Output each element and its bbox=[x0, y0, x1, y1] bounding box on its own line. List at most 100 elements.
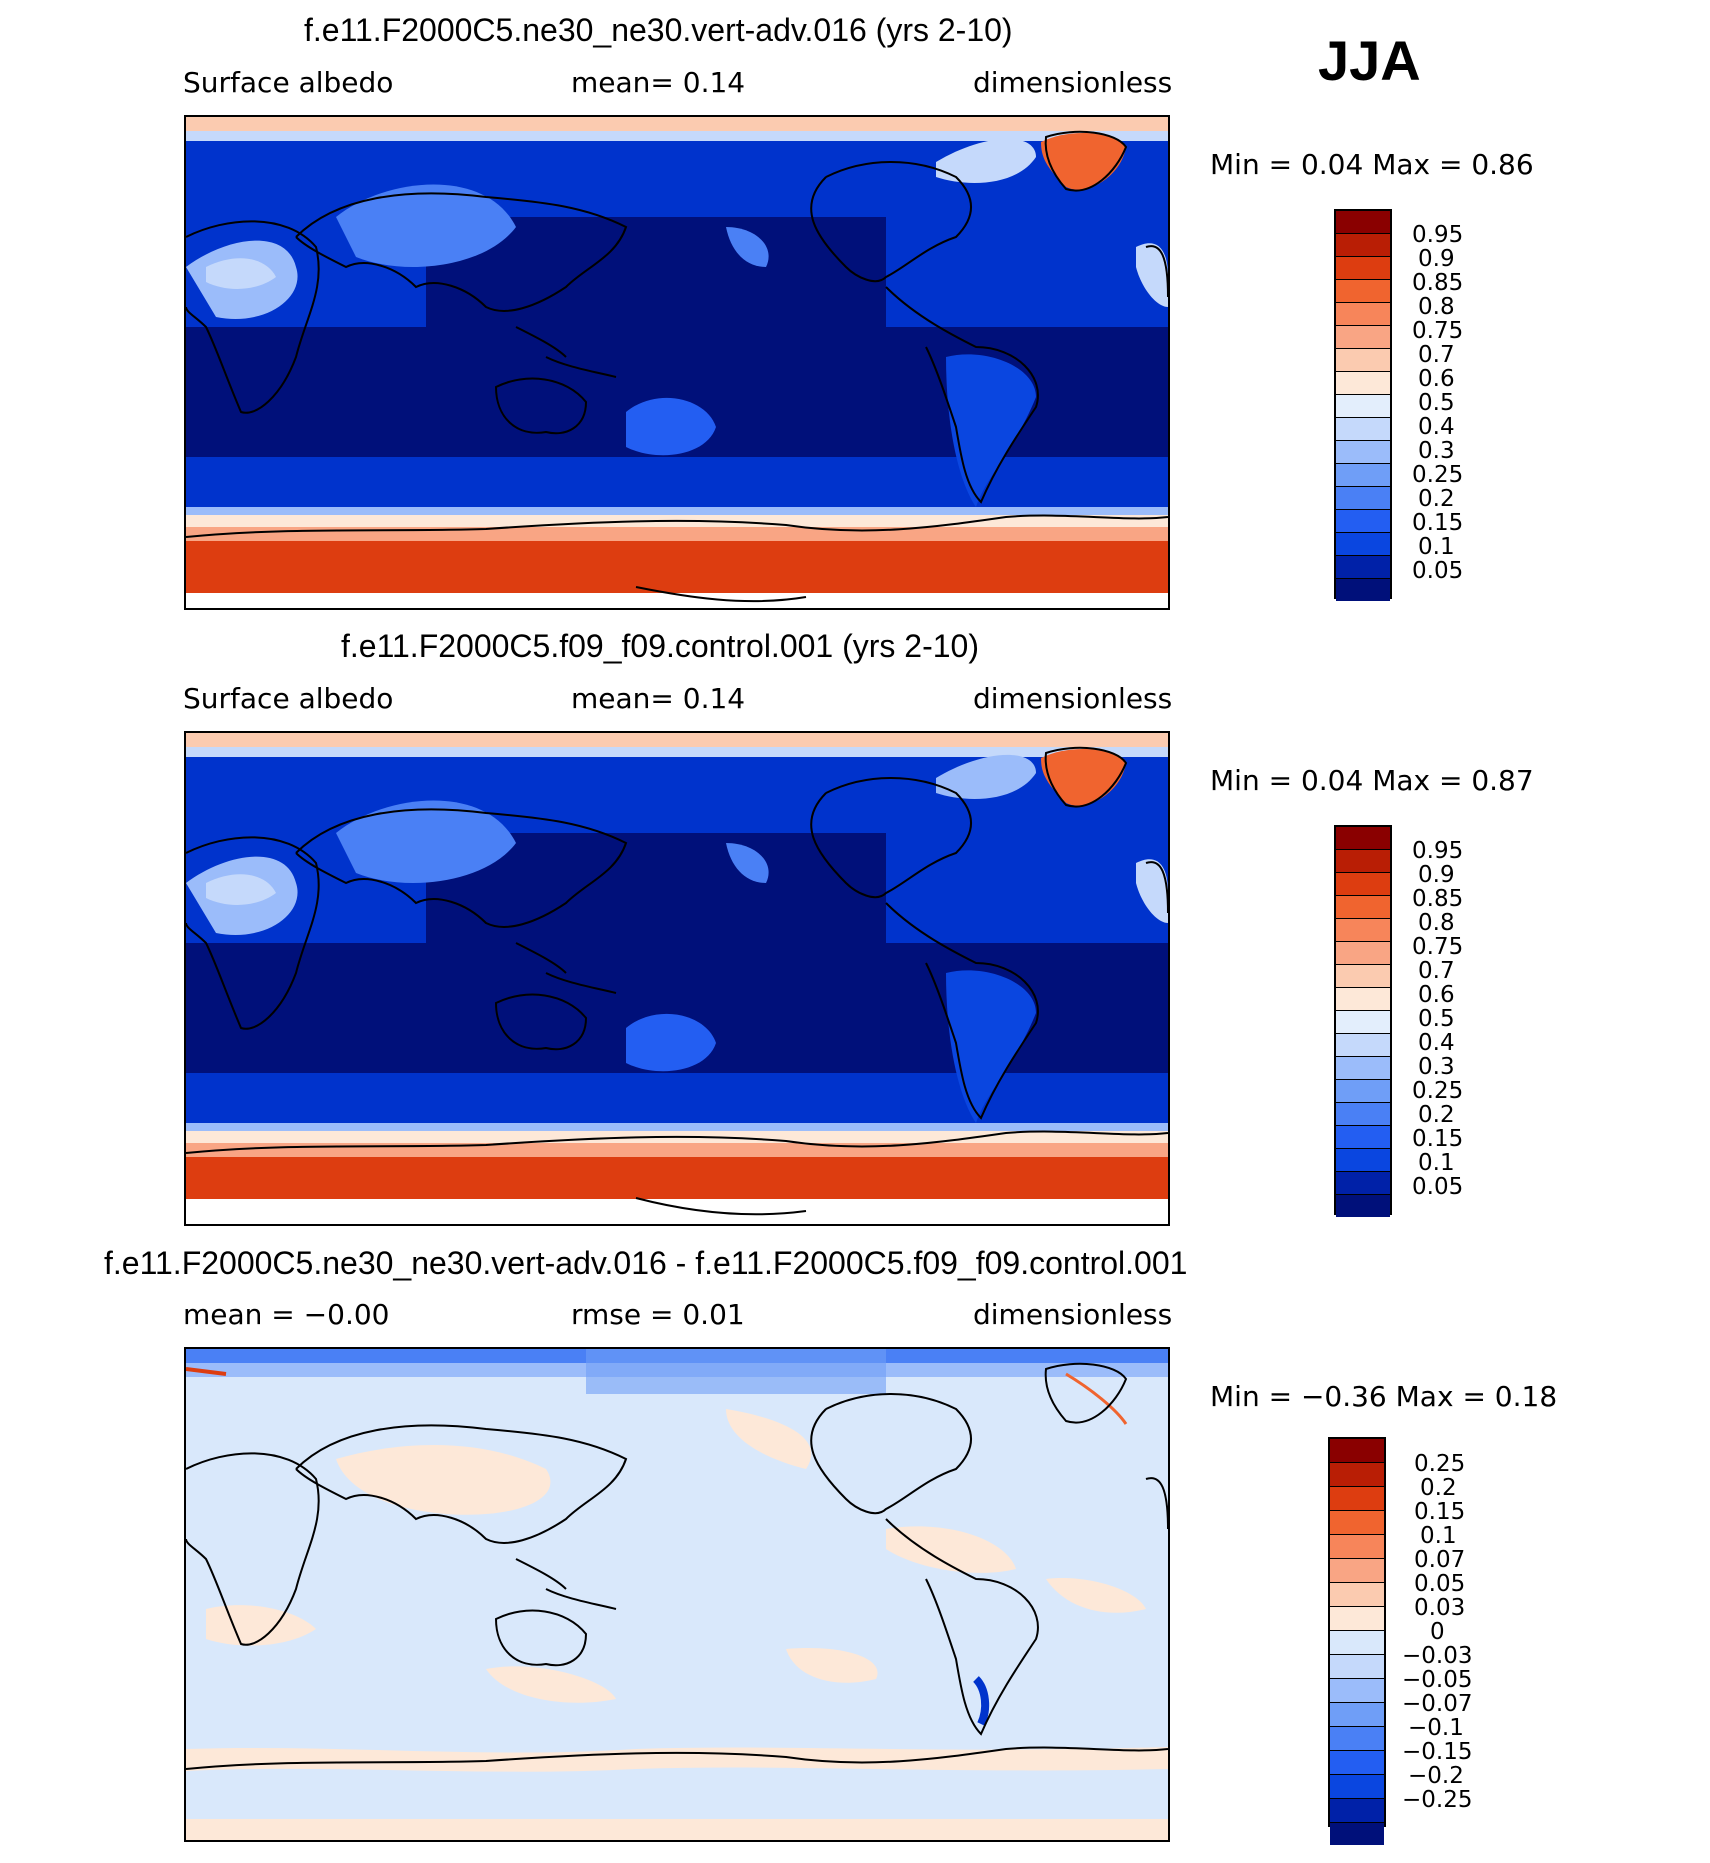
colorbar-tick: 0.95 bbox=[1412, 838, 1464, 864]
colorbar-tick: 0.15 bbox=[1412, 510, 1464, 536]
panel1-variable: Surface albedo bbox=[183, 66, 394, 99]
colorbar-swatch bbox=[1336, 1149, 1390, 1172]
colorbar-swatch bbox=[1336, 510, 1390, 533]
colorbar-swatch bbox=[1336, 919, 1390, 942]
panel2-colorbar bbox=[1334, 825, 1392, 1217]
colorbar-tick: 0.05 bbox=[1412, 1174, 1464, 1200]
colorbar-swatch bbox=[1336, 234, 1390, 257]
colorbar-swatch bbox=[1336, 1011, 1390, 1034]
colorbar-swatch bbox=[1336, 487, 1390, 510]
colorbar-swatch bbox=[1336, 372, 1390, 395]
colorbar-tick: 0.15 bbox=[1412, 1126, 1464, 1152]
colorbar-tick: 0.1 bbox=[1418, 534, 1455, 560]
colorbar-swatch bbox=[1330, 1487, 1384, 1511]
panel1-map bbox=[184, 115, 1170, 610]
panel2-variable: Surface albedo bbox=[183, 682, 394, 715]
colorbar-swatch bbox=[1336, 1080, 1390, 1103]
colorbar-tick: 0.8 bbox=[1418, 910, 1455, 936]
panel2-mean: mean= 0.14 bbox=[571, 682, 746, 715]
colorbar-swatch bbox=[1330, 1727, 1384, 1751]
colorbar-swatch bbox=[1336, 418, 1390, 441]
colorbar-swatch bbox=[1336, 965, 1390, 988]
colorbar-swatch bbox=[1330, 1751, 1384, 1775]
colorbar-tick: −0.07 bbox=[1402, 1691, 1473, 1717]
colorbar-tick: 0 bbox=[1430, 1619, 1445, 1645]
panel2-minmax: Min = 0.04 Max = 0.87 bbox=[1210, 764, 1534, 797]
colorbar-tick: 0.85 bbox=[1412, 270, 1464, 296]
colorbar-swatch bbox=[1330, 1631, 1384, 1655]
panel2-units: dimensionless bbox=[973, 682, 1173, 715]
colorbar-swatch bbox=[1330, 1703, 1384, 1727]
panel1-title: f.e11.F2000C5.ne30_ne30.vert-adv.016 (yr… bbox=[304, 12, 1013, 48]
panel3-rmse: rmse = 0.01 bbox=[571, 1298, 745, 1331]
panel1-colorbar bbox=[1334, 209, 1392, 601]
colorbar-tick: 0.9 bbox=[1418, 862, 1455, 888]
colorbar-tick: 0.15 bbox=[1414, 1499, 1466, 1525]
colorbar-swatch bbox=[1336, 257, 1390, 280]
colorbar-tick: 0.75 bbox=[1412, 934, 1464, 960]
colorbar-tick: 0.75 bbox=[1412, 318, 1464, 344]
colorbar-swatch bbox=[1336, 533, 1390, 556]
colorbar-swatch bbox=[1336, 280, 1390, 303]
colorbar-tick: 0.2 bbox=[1418, 486, 1455, 512]
colorbar-tick: 0.2 bbox=[1418, 1102, 1455, 1128]
colorbar-tick: −0.05 bbox=[1402, 1667, 1473, 1693]
colorbar-tick: 0.25 bbox=[1414, 1451, 1466, 1477]
colorbar-swatch bbox=[1336, 1126, 1390, 1149]
colorbar-swatch bbox=[1336, 579, 1390, 601]
colorbar-swatch bbox=[1336, 1103, 1390, 1126]
colorbar-tick: 0.5 bbox=[1418, 390, 1455, 416]
colorbar-swatch bbox=[1336, 1057, 1390, 1080]
colorbar-swatch bbox=[1336, 873, 1390, 896]
colorbar-tick: −0.2 bbox=[1408, 1763, 1464, 1789]
colorbar-swatch bbox=[1330, 1511, 1384, 1535]
colorbar-swatch bbox=[1336, 1172, 1390, 1195]
colorbar-tick: 0.6 bbox=[1418, 366, 1455, 392]
colorbar-swatch bbox=[1336, 850, 1390, 873]
colorbar-swatch bbox=[1336, 942, 1390, 965]
panel3-colorbar bbox=[1328, 1437, 1386, 1845]
colorbar-tick: 0.8 bbox=[1418, 294, 1455, 320]
colorbar-tick: 0.95 bbox=[1412, 222, 1464, 248]
panel1-mean: mean= 0.14 bbox=[571, 66, 746, 99]
panel1-map-field bbox=[186, 117, 1168, 608]
colorbar-tick: 0.5 bbox=[1418, 1006, 1455, 1032]
colorbar-swatch bbox=[1336, 896, 1390, 919]
colorbar-swatch bbox=[1336, 349, 1390, 372]
colorbar-tick: 0.85 bbox=[1412, 886, 1464, 912]
colorbar-tick: 0.4 bbox=[1418, 1030, 1455, 1056]
colorbar-swatch bbox=[1336, 464, 1390, 487]
colorbar-swatch bbox=[1330, 1823, 1384, 1845]
panel2-title: f.e11.F2000C5.f09_f09.control.001 (yrs 2… bbox=[341, 628, 979, 664]
colorbar-tick: 0.03 bbox=[1414, 1595, 1466, 1621]
panel1-units: dimensionless bbox=[973, 66, 1173, 99]
colorbar-swatch bbox=[1330, 1799, 1384, 1823]
colorbar-tick: 0.25 bbox=[1412, 462, 1464, 488]
colorbar-tick: 0.1 bbox=[1418, 1150, 1455, 1176]
colorbar-swatch bbox=[1336, 211, 1390, 234]
colorbar-tick: 0.1 bbox=[1420, 1523, 1457, 1549]
colorbar-swatch bbox=[1336, 988, 1390, 1011]
colorbar-tick: 0.3 bbox=[1418, 438, 1455, 464]
colorbar-tick: 0.9 bbox=[1418, 246, 1455, 272]
colorbar-tick: 0.6 bbox=[1418, 982, 1455, 1008]
colorbar-tick: 0.25 bbox=[1412, 1078, 1464, 1104]
colorbar-swatch bbox=[1330, 1583, 1384, 1607]
colorbar-tick: 0.7 bbox=[1418, 958, 1455, 984]
colorbar-swatch bbox=[1330, 1775, 1384, 1799]
colorbar-swatch bbox=[1336, 827, 1390, 850]
colorbar-tick: 0.2 bbox=[1420, 1475, 1457, 1501]
colorbar-tick: 0.07 bbox=[1414, 1547, 1466, 1573]
colorbar-swatch bbox=[1330, 1463, 1384, 1487]
colorbar-tick: 0.4 bbox=[1418, 414, 1455, 440]
panel2-map-field bbox=[186, 733, 1168, 1224]
colorbar-swatch bbox=[1330, 1679, 1384, 1703]
colorbar-swatch bbox=[1336, 1034, 1390, 1057]
colorbar-swatch bbox=[1330, 1559, 1384, 1583]
panel2-map bbox=[184, 731, 1170, 1226]
colorbar-tick: 0.7 bbox=[1418, 342, 1455, 368]
panel3-units: dimensionless bbox=[973, 1298, 1173, 1331]
panel3-map-field bbox=[186, 1349, 1168, 1840]
colorbar-swatch bbox=[1336, 1195, 1390, 1217]
colorbar-swatch bbox=[1336, 395, 1390, 418]
